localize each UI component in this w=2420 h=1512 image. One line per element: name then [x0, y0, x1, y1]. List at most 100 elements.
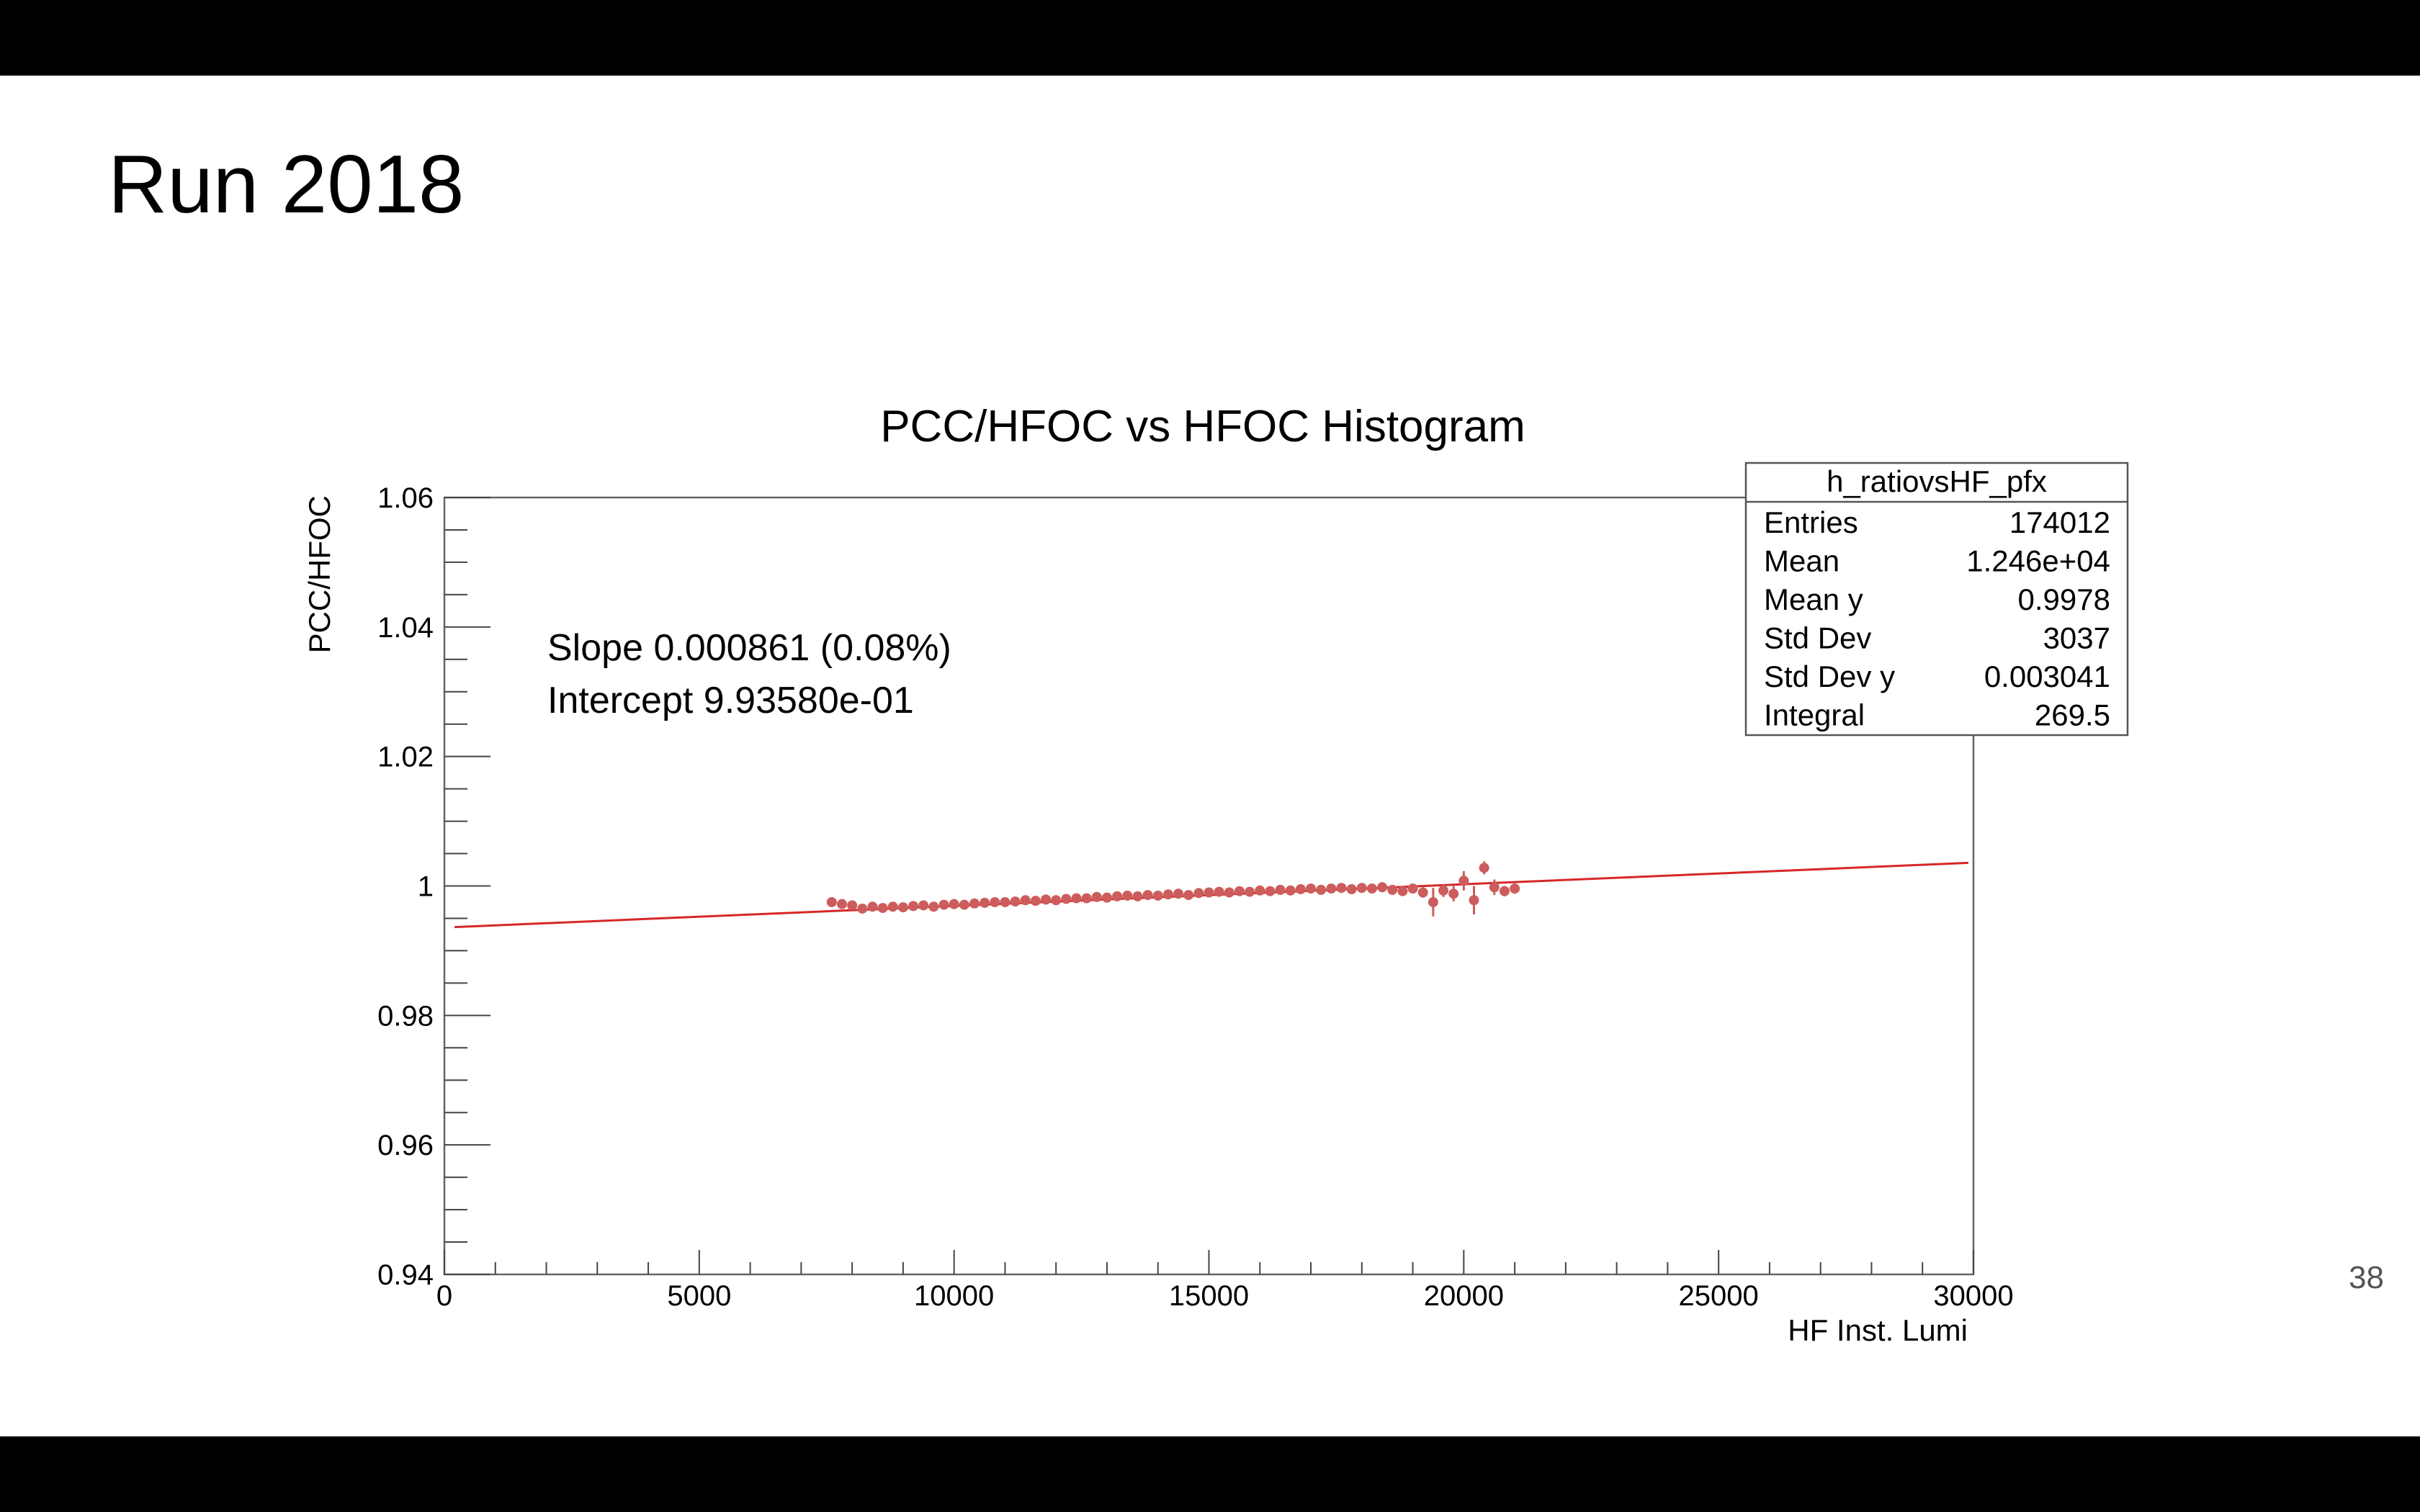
slide — [0, 76, 2420, 1436]
data-point — [1101, 892, 1112, 903]
data-point — [1397, 886, 1408, 896]
y-tick-label: 0.96 — [377, 1130, 434, 1161]
data-point — [1183, 890, 1194, 901]
stats-row-value: 1.246e+04 — [1966, 544, 2110, 578]
data-point — [1162, 889, 1173, 900]
data-point — [1295, 883, 1306, 894]
data-point — [969, 898, 980, 909]
y-tick-label: 0.94 — [377, 1259, 434, 1291]
data-point — [1071, 893, 1082, 904]
data-point — [1438, 885, 1449, 896]
y-axis: 0.94 0.96 0.98 1 1.02 1.04 1.06 — [377, 482, 490, 1291]
data-point — [1051, 895, 1062, 906]
data-point — [857, 903, 868, 914]
data-point — [1091, 891, 1102, 902]
stats-row-value: 174012 — [2009, 505, 2110, 539]
data-point — [1132, 891, 1143, 901]
data-point — [918, 900, 929, 911]
data-point — [959, 899, 969, 910]
data-point — [1204, 887, 1214, 898]
data-point — [1214, 886, 1224, 897]
x-tick-label: 5000 — [667, 1280, 731, 1312]
stats-row-value: 0.9978 — [2018, 582, 2110, 616]
data-point — [1448, 888, 1459, 899]
y-tick-label: 1.06 — [377, 482, 434, 514]
data-point — [1326, 883, 1337, 894]
stats-row-label: Std Dev y — [1764, 660, 1895, 693]
data-point — [1458, 876, 1469, 886]
stats-row-label: Mean y — [1764, 582, 1863, 616]
stats-row-label: Entries — [1764, 505, 1858, 539]
data-point — [949, 899, 959, 909]
x-tick-label: 25000 — [1679, 1280, 1759, 1312]
data-point — [1152, 890, 1163, 901]
x-axis: 0 5000 10000 15000 20000 25000 30000 — [436, 1250, 2014, 1312]
data-point — [1407, 883, 1418, 894]
x-tick-label: 10000 — [914, 1280, 994, 1312]
stats-row-value: 269.5 — [2035, 698, 2110, 732]
data-point — [887, 901, 898, 912]
data-point — [1000, 896, 1010, 907]
data-point — [1387, 884, 1398, 895]
data-point — [1316, 884, 1327, 895]
x-tick-label: 30000 — [1933, 1280, 2013, 1312]
data-point — [1336, 883, 1347, 894]
data-point — [867, 901, 878, 912]
page-number: 38 — [2349, 1260, 2384, 1295]
data-point — [1193, 888, 1204, 899]
data-point — [1285, 885, 1296, 896]
data-point — [1173, 888, 1184, 899]
x-tick-label: 0 — [436, 1280, 452, 1312]
data-point — [990, 896, 1000, 907]
data-points — [826, 861, 1520, 917]
data-point — [1489, 882, 1500, 893]
data-point — [1122, 890, 1133, 901]
data-point — [1499, 886, 1510, 896]
data-point — [1428, 896, 1438, 907]
letterbox-top — [0, 0, 2420, 76]
stats-box-name: h_ratiovsHF_pfx — [1827, 464, 2047, 498]
data-point — [1306, 883, 1317, 894]
chart-title: PCC/HFOC vs HFOC Histogram — [880, 402, 1525, 451]
data-point — [908, 901, 919, 912]
stats-rows: Entries 174012 Mean 1.246e+04 Mean y 0.9978 St… — [1764, 505, 2110, 732]
data-point — [1510, 883, 1520, 894]
stats-row-label: Integral — [1764, 698, 1865, 732]
data-point — [1265, 886, 1276, 896]
plot-frame — [443, 496, 1975, 1276]
x-tick-label: 15000 — [1169, 1280, 1249, 1312]
stats-box: h_ratiovsHF_pfx Entries 174012 Mean 1.246e+… — [1744, 462, 2129, 737]
y-tick-label: 1 — [418, 871, 434, 903]
data-point — [877, 903, 888, 914]
x-tick-label: 20000 — [1424, 1280, 1504, 1312]
data-point — [928, 901, 939, 912]
stats-row-label: Mean — [1764, 544, 1839, 578]
data-point — [1275, 884, 1286, 895]
data-point — [1030, 896, 1041, 906]
data-point — [980, 897, 990, 908]
fit-slope-annotation: Slope 0.000861 (0.08%) — [547, 627, 951, 669]
y-axis-label: PCC/HFOC — [302, 495, 336, 653]
fit-intercept-annotation: Intercept 9.93580e-01 — [547, 680, 914, 721]
stats-row-value: 3037 — [2043, 621, 2110, 655]
data-point — [1356, 883, 1367, 894]
stats-box-frame — [1744, 462, 2129, 737]
data-point — [1081, 893, 1092, 904]
data-point — [1366, 883, 1377, 894]
data-point — [1377, 882, 1388, 893]
letterbox-bottom — [0, 1436, 2420, 1512]
data-point — [826, 896, 837, 907]
y-tick-label: 1.04 — [377, 612, 434, 644]
data-point — [1041, 894, 1052, 905]
slide-title: Run 2018 — [108, 139, 465, 230]
data-point — [1142, 890, 1153, 901]
stats-row-value: 0.003041 — [1984, 660, 2110, 693]
data-point — [1010, 896, 1021, 907]
data-point — [1234, 886, 1245, 896]
data-point — [1224, 887, 1234, 898]
data-point — [1255, 885, 1265, 896]
data-point — [897, 902, 908, 913]
x-axis-label: HF Inst. Lumi — [1788, 1313, 1968, 1347]
data-point — [1346, 883, 1357, 894]
data-point — [1245, 886, 1255, 897]
